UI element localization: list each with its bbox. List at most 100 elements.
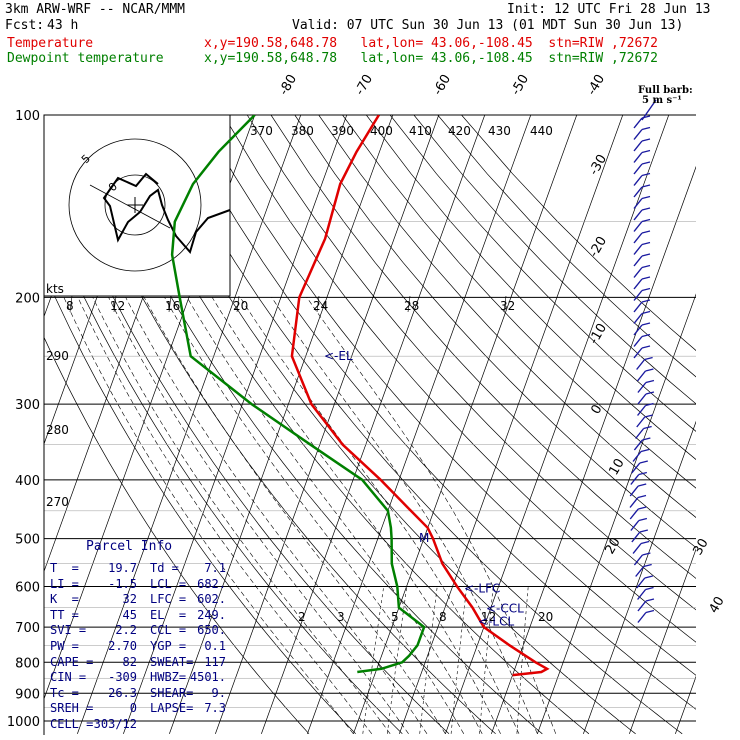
parcel-info-cell: 32 (122, 592, 137, 607)
wind-barb (632, 451, 642, 462)
wind-barb (629, 485, 639, 497)
parcel-info-cell: HWBZ= (150, 670, 187, 685)
moist-adiabat-line (108, 297, 409, 734)
hodograph-ring-outer (68, 138, 202, 272)
parcel-info-cell: LAPSE= (150, 701, 194, 716)
parcel-info-cell: Tc = (50, 685, 79, 700)
speed-scale-tick (316, 295, 320, 313)
pressure-tick-label: 300 (15, 398, 40, 413)
dry-adiabat-line (80, 115, 543, 735)
dry-adiabat-line (437, 115, 696, 378)
parcel-info-cell: -1.5 (108, 576, 137, 591)
wind-barb-flag (645, 391, 655, 395)
pressure-tick-label: 500 (15, 533, 40, 548)
wind-barb-flag (641, 310, 651, 315)
speed-scale-tick (113, 295, 117, 313)
wind-barb-flag (641, 264, 651, 269)
wind-barb-flag (645, 609, 655, 614)
isotherm-line (537, 293, 696, 734)
wind-barb (633, 186, 643, 198)
wind-barb (633, 278, 643, 290)
wind-barb-flag (641, 299, 651, 303)
wind-barb-flag (645, 368, 654, 372)
parcel-info-cell: 7.3 (204, 701, 226, 716)
parcel-info-cell: SHEAR= (150, 685, 194, 700)
moist-adiabat-line (164, 297, 465, 734)
wind-barb-flag (641, 230, 651, 234)
wind-barb (633, 117, 643, 129)
wind-barb (633, 244, 643, 255)
dewpoint-legend: Dewpoint temperature (7, 51, 164, 66)
wind-barb (629, 508, 639, 520)
theta-label: 430 (488, 124, 511, 138)
mixing-ratio-label: 8 (439, 610, 447, 624)
temperature-line (290, 115, 550, 677)
speed-scale-label: 12 (110, 299, 125, 313)
wind-barb-flag (641, 149, 651, 154)
wind-barb (633, 129, 643, 140)
mixing-ratio-line (479, 586, 494, 734)
parcel-info-cell: 303/12 (93, 717, 137, 731)
dry-adiabat-line (127, 115, 636, 735)
isotherm-label: 20 (602, 535, 623, 557)
wind-barb-flag (645, 379, 655, 384)
wind-barb (637, 382, 647, 393)
speed-scale-tick (236, 295, 240, 313)
wind-barb (635, 566, 645, 577)
theta-label: 270 (46, 495, 69, 509)
wind-barb-flag (644, 575, 653, 579)
wind-barb (630, 520, 640, 531)
parcel-info-cell: SREH = (50, 701, 94, 716)
wind-barb-flag (639, 529, 649, 533)
speed-scale-label: 28 (404, 299, 419, 313)
wind-barb (633, 267, 643, 278)
theta-label: 280 (46, 423, 69, 437)
speed-scale-label: 16 (165, 299, 180, 313)
mixing-ratio-line (362, 586, 384, 734)
wind-barb-flag (638, 517, 648, 522)
dry-adiabat-line (366, 115, 696, 460)
parcel-info-cell: 2.2 (115, 623, 137, 638)
mixing-ratio-line (516, 586, 529, 734)
dry-adiabat-line (246, 115, 696, 611)
wind-barb-flag (641, 287, 651, 292)
wind-barb (637, 600, 647, 612)
wind-barb (636, 359, 646, 370)
mixing-ratio-label: 5 (391, 610, 399, 624)
speed-scale-label: 20 (233, 299, 248, 313)
wind-barb-flag (639, 460, 648, 464)
parcel-level-annotation: <-LFC (464, 581, 500, 595)
wind-barb (635, 428, 645, 439)
dry-adiabat-line (44, 271, 356, 735)
wind-barb-flag (641, 195, 651, 200)
parcel-info-cell: CELL = (50, 717, 94, 731)
init-time: Init: 12 UTC Fri 28 Jun 13 (507, 2, 711, 17)
hodograph-ring-inner (104, 174, 166, 236)
wind-barb-flag (641, 161, 651, 165)
moist-adiabat-line (125, 297, 428, 734)
temperature-legend: Temperature (7, 36, 94, 51)
theta-label: 400 (370, 124, 393, 138)
isotherm-line (445, 115, 670, 734)
isotherm-line (307, 115, 532, 734)
parcel-info-title: Parcel Info (86, 539, 173, 554)
wind-barb-flag (641, 126, 651, 131)
speed-scale-label: 8 (66, 299, 74, 313)
wind-barb (633, 163, 643, 175)
wind-barb-flag (637, 494, 647, 499)
parcel-info-cell: 2.70 (108, 639, 137, 653)
parcel-info-cell: LI = (50, 576, 79, 591)
wind-barb-flag (640, 540, 650, 545)
parcel-info-cell: CIN = (50, 670, 87, 685)
wind-barb (633, 324, 643, 336)
theta-label: 440 (530, 124, 553, 138)
speed-scale-tick (69, 295, 73, 313)
parcel-info-cell: 7.1 (204, 561, 226, 575)
pressure-tick-label: 1000 (7, 715, 40, 730)
isotherm-line (491, 165, 696, 734)
isotherm-label: 40 (706, 594, 727, 616)
dry-adiabat-line (199, 115, 696, 676)
forecast-label: Fcst: (5, 18, 45, 33)
temperature-location: x,y=190.58,648.78 lat,lon= 43.06,-108.45… (204, 36, 658, 51)
